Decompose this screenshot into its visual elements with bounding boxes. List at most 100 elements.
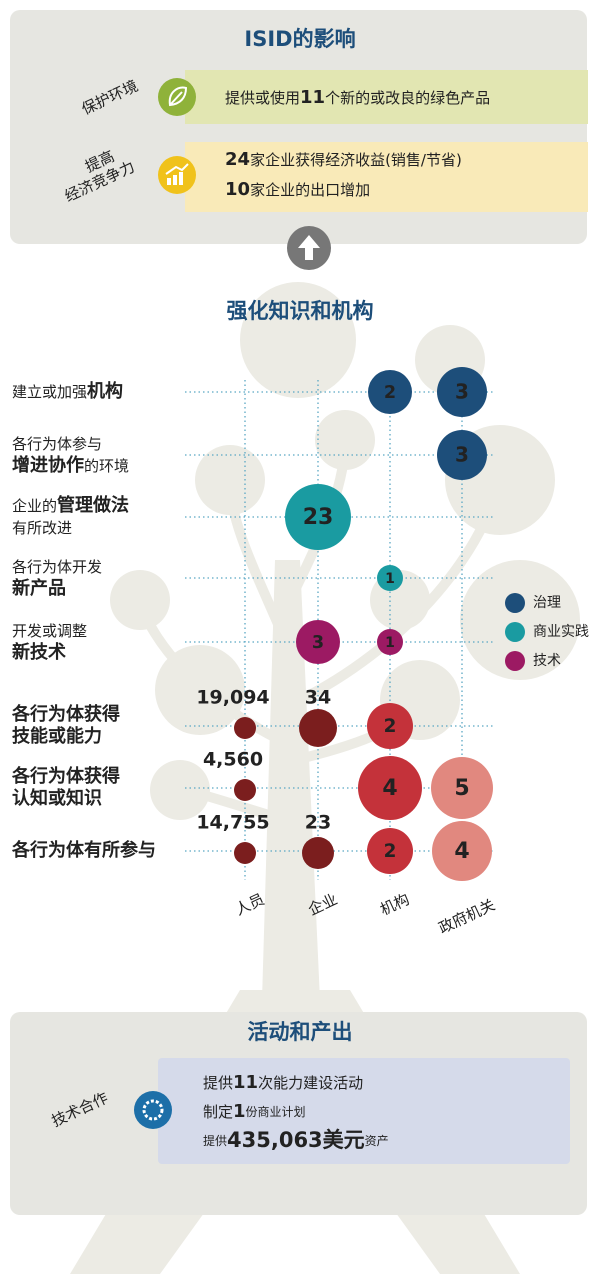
legend-swatch: [505, 593, 525, 613]
legend-label: 技术: [533, 653, 561, 669]
row-label: 建立或加强机构: [12, 380, 123, 402]
up-arrow-glyph: [298, 235, 320, 260]
text-segment: 次能力建设活动: [258, 1074, 363, 1092]
row-label: 各行为体参与: [12, 435, 102, 453]
bubble-label: 4,560: [203, 749, 263, 771]
bubble: [437, 430, 487, 480]
text-segment: 技能或能力: [12, 725, 102, 747]
text-segment: 各行为体获得: [11, 703, 120, 725]
row-label: 有所改进: [12, 519, 72, 537]
activity-text: 提供11次能力建设活动: [203, 1072, 363, 1093]
activity-text: 提供435,063美元资产: [203, 1128, 389, 1152]
bubble-label: 34: [305, 687, 331, 709]
row-label: 认知或知识: [12, 787, 102, 809]
text-segment: 制定: [203, 1103, 233, 1121]
bubble-label: 14,755: [196, 812, 269, 834]
impact-text: 24家企业获得经济收益(销售/节省): [225, 149, 462, 170]
bubble: [368, 370, 412, 414]
bubble-label: 2: [384, 841, 397, 862]
row-label: 各行为体获得: [11, 703, 120, 725]
text-segment: 家企业的出口增加: [250, 181, 370, 199]
bubble: [377, 629, 403, 655]
bubble: [296, 620, 340, 664]
bubble-label: 23: [305, 812, 331, 834]
activities-title: 活动和产出: [248, 1020, 353, 1044]
row-label: 技能或能力: [12, 725, 102, 747]
bubble-label: 23: [303, 505, 334, 530]
bubble: [432, 821, 492, 881]
knowledge-title: 强化知识和机构: [227, 299, 374, 323]
text-segment: 提供: [203, 1133, 227, 1148]
text-segment: 份商业计划: [246, 1104, 306, 1119]
text-segment: 增进协作: [12, 454, 84, 476]
activity-text: 制定1份商业计划: [203, 1101, 306, 1122]
text-segment: 资产: [365, 1134, 389, 1148]
bubble-label: 1: [385, 571, 395, 587]
row-label: 新产品: [12, 577, 66, 599]
column-label: 人员: [232, 890, 267, 919]
text-segment: 10: [225, 179, 250, 200]
gear-glyph: [142, 1099, 164, 1121]
bubble: [431, 757, 493, 819]
bubble-label: 3: [455, 443, 469, 467]
legend-label: 商业实践: [533, 624, 589, 640]
text-segment: 各行为体开发: [12, 558, 102, 576]
text-segment: 有所改进: [12, 519, 72, 537]
text-segment: 新产品: [12, 577, 66, 599]
text-segment: 435,063美元: [227, 1128, 365, 1152]
column-label: 机构: [377, 890, 412, 919]
legend-swatch: [505, 651, 525, 671]
bubble: [367, 828, 413, 874]
bubble: [437, 367, 487, 417]
bubble: [377, 565, 403, 591]
column-label: 政府机关: [436, 896, 498, 938]
text-segment: 开发或调整: [12, 622, 87, 640]
row-label: 增进协作的环境: [12, 454, 129, 476]
impact-box: [185, 142, 588, 212]
row-label: 各行为体开发: [12, 558, 102, 576]
bubble: [299, 709, 337, 747]
bubble-label: 1: [385, 635, 395, 651]
row-label: 新技术: [12, 641, 66, 663]
impact-text: 提供或使用11个新的或改良的绿色产品: [225, 87, 490, 108]
bubble-label: 4: [382, 776, 397, 801]
text-segment: 各行为体获得: [11, 765, 120, 787]
text-segment: 的环境: [84, 457, 129, 475]
row-label: 各行为体有所参与: [11, 839, 156, 861]
bubble-label: 4: [454, 839, 469, 864]
text-segment: 建立或加强: [12, 383, 87, 401]
bubble: [234, 717, 256, 739]
legend-label: 治理: [533, 595, 561, 611]
text-segment: 各行为体参与: [12, 435, 102, 453]
row-label: 企业的管理做法: [12, 494, 129, 516]
text-segment: 各行为体有所参与: [11, 839, 156, 861]
text-segment: 24: [225, 149, 250, 170]
impact-text: 10家企业的出口增加: [225, 179, 370, 200]
row-label: 开发或调整: [12, 622, 87, 640]
bubble-label: 5: [454, 776, 469, 801]
text-segment: 机构: [87, 380, 123, 402]
chart-glyph: [165, 163, 189, 185]
text-segment: 企业的: [12, 497, 57, 515]
text-segment: 个新的或改良的绿色产品: [325, 89, 490, 107]
impact-box: [185, 70, 588, 124]
bubble-label: 19,094: [196, 687, 269, 709]
text-segment: 新技术: [12, 641, 66, 663]
bubble-label: 2: [384, 716, 397, 737]
text-segment: 提供或使用: [225, 89, 300, 107]
bubble: [367, 703, 413, 749]
bubble: [302, 837, 334, 869]
text-segment: 11: [233, 1072, 258, 1093]
bubble-label: 3: [455, 380, 469, 404]
text-segment: 家企业获得经济收益(销售/节省): [250, 151, 462, 169]
impact-title: ISID的影响: [244, 27, 355, 51]
row-label: 各行为体获得: [11, 765, 120, 787]
gear-icon: [134, 1091, 172, 1129]
bubble: [285, 484, 351, 550]
bubble-label: 2: [384, 383, 396, 403]
text-segment: 1: [233, 1101, 246, 1122]
text-segment: 提供: [203, 1074, 233, 1092]
bubble-label: 3: [312, 633, 324, 653]
activities-box: [158, 1058, 570, 1164]
